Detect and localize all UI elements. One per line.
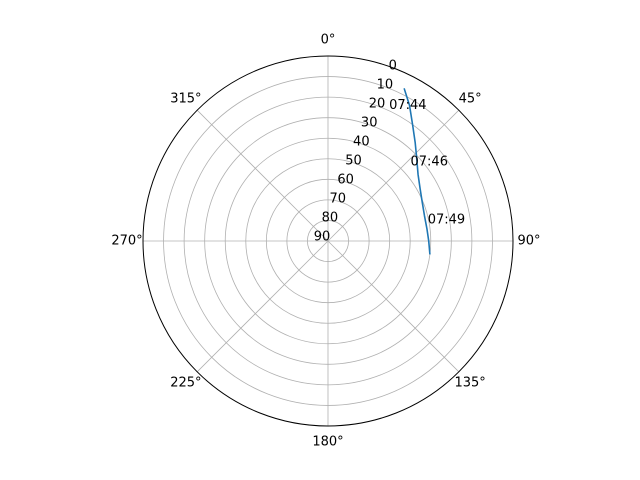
theta-tick-label-0: 0°: [321, 33, 336, 48]
time-annotation-2: 07:49: [428, 213, 465, 228]
theta-tick-label-1: 45°: [459, 91, 482, 106]
series-layer: [403, 88, 431, 255]
time-annotation-1: 07:46: [411, 154, 448, 169]
r-tick-label-1: 10: [377, 78, 394, 93]
r-tick-label-8: 80: [322, 211, 339, 226]
r-gridline-1: [163, 76, 493, 406]
theta-tick-label-5: 225°: [170, 376, 201, 391]
r-tick-label-7: 70: [329, 192, 346, 207]
r-tick-label-6: 60: [337, 173, 354, 188]
r-tick-label-5: 50: [345, 154, 362, 169]
r-gridline-6: [265, 178, 391, 304]
theta-tick-label-4: 180°: [312, 435, 343, 450]
theta-tick-label-7: 315°: [170, 91, 201, 106]
label-layer: 0° 45° 90° 135° 180° 225° 270° 315° 0 10 20 30 40 50 6…: [111, 33, 540, 450]
r-gridline-7: [286, 199, 370, 283]
r-gridline-5: [245, 158, 411, 324]
r-gridline-4: [224, 137, 432, 345]
grid-layer: [142, 55, 514, 427]
theta-tick-label-3: 135°: [454, 376, 485, 391]
theta-gridline-1: [327, 109, 460, 242]
theta-tick-label-2: 90°: [517, 234, 540, 249]
r-tick-label-4: 40: [353, 135, 370, 150]
theta-gridline-3: [327, 240, 460, 373]
theta-gridline-7: [196, 109, 329, 242]
r-tick-label-0: 0: [389, 59, 397, 74]
time-annotation-0: 07:44: [389, 98, 426, 113]
theta-gridline-5: [196, 240, 329, 373]
series-line-0: [403, 88, 431, 255]
r-tick-label-9: 90: [314, 230, 331, 245]
r-gridline-3: [204, 117, 452, 365]
polar-frame: [142, 55, 514, 427]
theta-tick-label-6: 270°: [111, 234, 142, 249]
r-gridline-2: [183, 96, 473, 386]
r-tick-label-3: 30: [361, 116, 378, 131]
r-tick-label-2: 20: [369, 97, 386, 112]
r-gridline-8: [307, 220, 349, 262]
